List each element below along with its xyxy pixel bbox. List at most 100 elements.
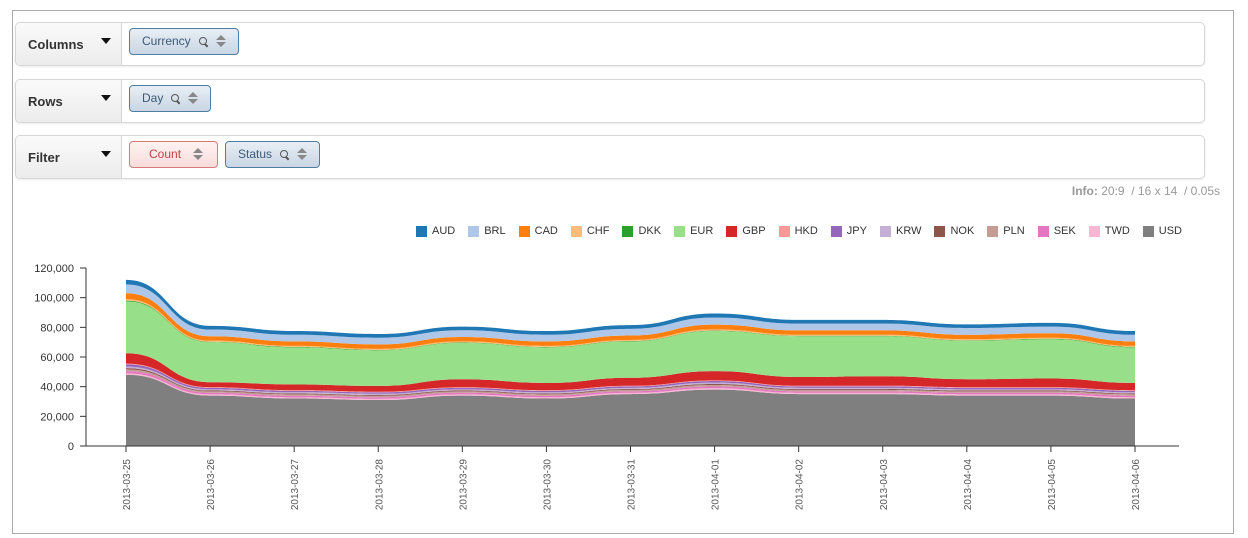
caret-down-icon — [101, 151, 111, 157]
day-pill-label: Day — [142, 91, 164, 105]
search-icon[interactable] — [198, 36, 208, 46]
legend-swatch — [1037, 225, 1049, 237]
legend-label: PLN — [1003, 225, 1025, 237]
x-tick-label: 2013-03-25 — [122, 459, 133, 511]
area-krw — [126, 366, 1135, 395]
legend-swatch — [468, 225, 480, 237]
info-label: Info: — [1071, 184, 1098, 198]
legend-label: CAD — [534, 225, 558, 237]
currency-pill-label: Currency — [142, 34, 191, 48]
caret-down-icon — [101, 95, 111, 101]
legend-item-jpy[interactable]: JPY — [830, 225, 867, 237]
legend-label: HKD — [794, 225, 818, 237]
x-tick-label: 2013-04-04 — [963, 459, 974, 511]
legend-swatch — [1142, 225, 1154, 237]
info-text: Info: 20:9 / 16 x 14 / 0.05s — [1071, 184, 1220, 198]
legend-label: SEK — [1053, 225, 1076, 237]
legend-swatch — [622, 225, 634, 237]
x-tick-label: 2013-04-06 — [1131, 459, 1142, 511]
legend-item-brl[interactable]: BRL — [468, 225, 506, 237]
area-usd — [126, 374, 1135, 446]
count-pill-label: Count — [149, 147, 182, 161]
rows-bar: Rows Day — [15, 79, 1205, 123]
y-tick-label: 40,000 — [40, 382, 74, 394]
x-tick-label: 2013-03-31 — [627, 459, 638, 511]
chart-legend: AUD BRL CAD CHF DKK EUR GBP HKD JPY KRW NOK PLN SEK T… — [415, 225, 1182, 237]
legend-swatch — [674, 225, 686, 237]
area-jpy — [126, 364, 1135, 394]
legend-item-twd[interactable]: TWD — [1088, 225, 1130, 237]
area-aud — [126, 279, 1135, 338]
legend-label: CHF — [586, 225, 610, 237]
legend-swatch — [934, 225, 946, 237]
legend-label: GBP — [742, 225, 766, 237]
info-time: 0.05s — [1190, 184, 1220, 198]
search-icon[interactable] — [171, 93, 180, 103]
x-tick-label: 2013-03-30 — [542, 459, 553, 511]
filter-label: Filter — [28, 149, 60, 165]
x-tick-label: 2013-03-29 — [458, 459, 469, 511]
filter-dropdown[interactable]: Filter — [16, 136, 122, 178]
area-brl — [126, 284, 1135, 345]
legend-label: TWD — [1104, 225, 1130, 237]
count-pill[interactable]: Count — [129, 140, 219, 168]
rows-label: Rows — [28, 93, 63, 109]
legend-swatch — [518, 225, 530, 237]
legend-swatch — [879, 225, 891, 237]
legend-item-krw[interactable]: KRW — [879, 225, 922, 237]
y-tick-label: 0 — [68, 441, 74, 453]
legend-item-sek[interactable]: SEK — [1037, 225, 1076, 237]
rows-dropdown[interactable]: Rows — [16, 80, 122, 122]
legend-label: AUD — [431, 225, 456, 237]
status-pill[interactable]: Status — [225, 140, 321, 168]
legend-item-usd[interactable]: USD — [1142, 225, 1182, 237]
legend-label: BRL — [484, 225, 506, 237]
caret-down-icon — [101, 38, 111, 44]
search-icon[interactable] — [280, 149, 289, 159]
legend-item-chf[interactable]: CHF — [570, 225, 610, 237]
x-tick-label: 2013-04-01 — [711, 459, 722, 511]
y-tick-label: 60,000 — [40, 352, 74, 364]
legend-item-eur[interactable]: EUR — [674, 225, 713, 237]
currency-pill[interactable]: Currency — [129, 27, 239, 55]
legend-label: JPY — [846, 225, 867, 237]
sort-icon[interactable] — [215, 35, 226, 47]
filter-bar: Filter Count Status — [15, 135, 1205, 179]
x-tick-label: 2013-03-26 — [206, 459, 217, 511]
legend-label: NOK — [950, 225, 975, 237]
day-pill[interactable]: Day — [129, 84, 212, 112]
legend-item-nok[interactable]: NOK — [934, 225, 974, 237]
x-tick-label: 2013-03-28 — [374, 459, 385, 511]
area-twd — [126, 373, 1135, 401]
legend-swatch — [415, 225, 427, 237]
y-tick-label: 120,000 — [34, 263, 74, 275]
area-pln — [126, 369, 1135, 398]
sort-icon[interactable] — [193, 148, 204, 160]
legend-swatch — [726, 225, 738, 237]
x-tick-label: 2013-04-02 — [795, 459, 806, 511]
legend-item-hkd[interactable]: HKD — [778, 225, 818, 237]
columns-dropdown[interactable]: Columns — [16, 23, 122, 65]
legend-swatch — [987, 225, 999, 237]
x-tick-label: 2013-03-27 — [290, 459, 301, 511]
area-gbp — [126, 353, 1135, 392]
columns-bar: Columns Currency — [15, 22, 1205, 66]
sort-icon[interactable] — [297, 148, 308, 160]
legend-item-pln[interactable]: PLN — [987, 225, 1025, 237]
legend-item-cad[interactable]: CAD — [518, 225, 558, 237]
legend-item-gbp[interactable]: GBP — [726, 225, 766, 237]
legend-label: KRW — [895, 225, 922, 237]
info-size: 16 x 14 — [1137, 184, 1178, 198]
legend-label: DKK — [638, 225, 662, 237]
legend-item-aud[interactable]: AUD — [415, 225, 456, 237]
legend-label: USD — [1158, 225, 1182, 237]
info-ratio: 20:9 — [1101, 184, 1125, 198]
legend-swatch — [1088, 225, 1100, 237]
status-pill-label: Status — [238, 147, 273, 161]
legend-item-dkk[interactable]: DKK — [622, 225, 661, 237]
x-tick-label: 2013-04-05 — [1047, 459, 1058, 511]
sort-icon[interactable] — [188, 92, 199, 104]
area-layers — [126, 279, 1135, 446]
area-sek — [126, 371, 1135, 399]
